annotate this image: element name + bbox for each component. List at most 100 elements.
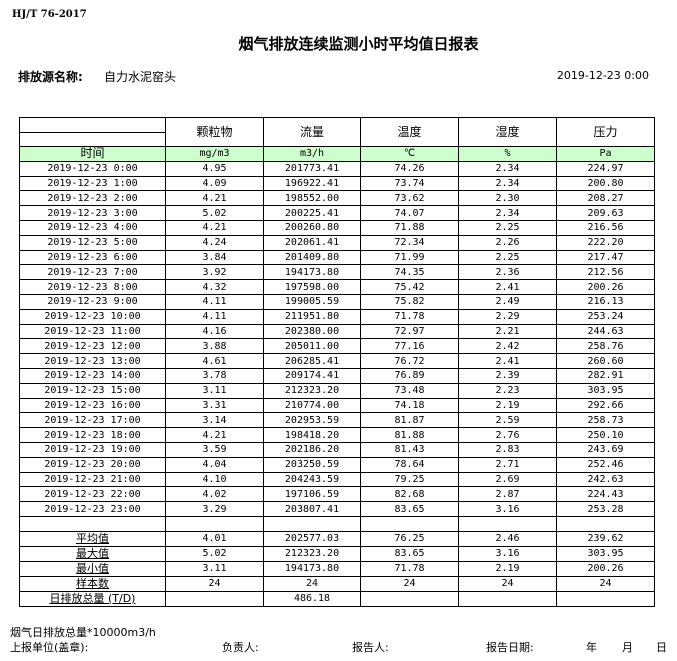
cell-text: 4.11 xyxy=(202,311,227,323)
cell-text: 258.73 xyxy=(587,414,624,426)
table-row: 2019-12-23 4:00 4.21 200260.80 71.88 2.25 216… xyxy=(19,219,655,236)
cell xyxy=(360,590,459,607)
cell-text: 2.87 xyxy=(495,488,520,500)
cell-text: 2.26 xyxy=(495,237,520,249)
cell-text: 258.76 xyxy=(587,340,624,352)
row-label: 2019-12-23 23:00 xyxy=(19,501,166,517)
cell-text: 200.80 xyxy=(587,177,624,189)
cell: 209.63 xyxy=(556,205,655,221)
cell-text: 平均值 xyxy=(76,531,109,545)
cell-text: 486.18 xyxy=(293,593,331,605)
unit: mg/m3 xyxy=(165,146,264,162)
cell: 198552.00 xyxy=(263,190,361,207)
cell-text: 216.56 xyxy=(587,222,624,234)
cell: 2.34 xyxy=(458,175,557,192)
blank-row xyxy=(19,515,655,532)
cell-text: 196922.41 xyxy=(284,177,340,189)
cell-text: 200.26 xyxy=(587,563,624,575)
row-label: 最小值 xyxy=(19,560,166,577)
cell-text: 209.63 xyxy=(587,207,624,219)
year-label: 年 xyxy=(586,641,597,654)
cell: 486.18 xyxy=(263,590,361,607)
cell-text: 4.10 xyxy=(202,473,227,485)
cell: 76.25 xyxy=(360,530,459,547)
cell-text: 4.11 xyxy=(202,296,227,308)
cell: 260.60 xyxy=(556,353,655,369)
standard-code: HJ/T 76-2017 xyxy=(12,9,87,20)
cell-text: 78.64 xyxy=(394,459,425,471)
row-label: 2019-12-23 17:00 xyxy=(19,412,166,429)
cell-text: 77.16 xyxy=(394,340,425,352)
cell-text: 4.21 xyxy=(202,192,227,204)
cell-text: 2.83 xyxy=(495,444,520,456)
cell-text: 2.69 xyxy=(495,473,520,485)
cell: 3.84 xyxy=(165,249,264,266)
cell-text: 2.41 xyxy=(495,355,520,367)
cell-text: 2.21 xyxy=(495,325,520,337)
cell-text: 74.07 xyxy=(394,207,425,219)
report-date-label: 报告日期: xyxy=(486,641,534,654)
cell: 258.76 xyxy=(556,338,655,355)
cell: 81.87 xyxy=(360,412,459,429)
cell-text: 212323.20 xyxy=(284,548,340,560)
table-row: 2019-12-23 13:00 4.61 206285.41 76.72 2.41 26… xyxy=(19,353,655,369)
cell: 82.68 xyxy=(360,486,459,503)
cell-text: 3.11 xyxy=(202,563,227,575)
cell: 3.78 xyxy=(165,367,264,384)
cell: 3.31 xyxy=(165,397,264,414)
summary-row: 最大值 5.02 212323.20 83.65 3.16 303.95 xyxy=(19,545,655,562)
cell: 4.21 xyxy=(165,219,264,236)
cell: 4.11 xyxy=(165,293,264,310)
cell: 3.16 xyxy=(458,501,557,517)
cell-text: 2019-12-23 20:00 xyxy=(44,459,141,471)
cell: 5.02 xyxy=(165,205,264,221)
cell-text: 2019-12-23 4:00 xyxy=(47,222,138,234)
cell: 2.34 xyxy=(458,205,557,221)
cell: 242.63 xyxy=(556,471,655,488)
header-blank-top xyxy=(19,117,166,133)
cell-text: 2019-12-23 10:00 xyxy=(44,311,141,323)
cell: 2.46 xyxy=(458,530,557,547)
row-label: 2019-12-23 6:00 xyxy=(19,249,166,266)
cell-text: 71.78 xyxy=(394,563,425,575)
cell-text: 224.97 xyxy=(587,163,624,175)
cell-text: 244.63 xyxy=(587,325,624,337)
row-label: 2019-12-23 5:00 xyxy=(19,234,166,251)
cell-text: 2019-12-23 12:00 xyxy=(44,340,141,352)
cell: 210774.00 xyxy=(263,397,361,414)
cell-text: 2019-12-23 2:00 xyxy=(47,192,138,204)
cell-text: 4.95 xyxy=(202,163,227,175)
cell: 202577.03 xyxy=(263,530,361,547)
summary-row: 平均值 4.01 202577.03 76.25 2.46 239.62 xyxy=(19,530,655,547)
cell-text: 203807.41 xyxy=(284,503,340,515)
cell: 4.21 xyxy=(165,427,264,443)
cell-text: 216.13 xyxy=(587,296,624,308)
cell-text: 2019-12-23 1:00 xyxy=(47,177,138,189)
cell: 4.16 xyxy=(165,323,264,340)
row-label xyxy=(19,515,166,532)
cell xyxy=(360,515,459,532)
cell: 3.88 xyxy=(165,338,264,355)
cell-text: 24 xyxy=(305,578,319,590)
cell-text: 最小值 xyxy=(76,561,109,575)
cell: 3.16 xyxy=(458,545,557,562)
summary-row: 最小值 3.11 194173.80 71.78 2.19 200.26 xyxy=(19,560,655,577)
cell: 198418.20 xyxy=(263,427,361,443)
cell: 202953.59 xyxy=(263,412,361,429)
cell-text: 3.92 xyxy=(202,266,227,278)
cell-text: 3.29 xyxy=(202,503,227,515)
cell-text: 2.76 xyxy=(495,429,520,441)
cell: 212323.20 xyxy=(263,382,361,399)
cell: 2.25 xyxy=(458,249,557,266)
cell xyxy=(556,515,655,532)
row-label: 2019-12-23 11:00 xyxy=(19,323,166,340)
cell-text: 217.47 xyxy=(587,251,624,263)
cell: 209174.41 xyxy=(263,367,361,384)
cell-text: 239.62 xyxy=(587,533,624,545)
cell-text: 201773.41 xyxy=(284,163,340,175)
cell: 203250.59 xyxy=(263,456,361,473)
header-blank-bottom xyxy=(19,132,166,147)
cell-text: 2.34 xyxy=(495,163,520,175)
cell-text: 2.39 xyxy=(495,370,520,382)
row-label: 2019-12-23 9:00 xyxy=(19,293,166,310)
